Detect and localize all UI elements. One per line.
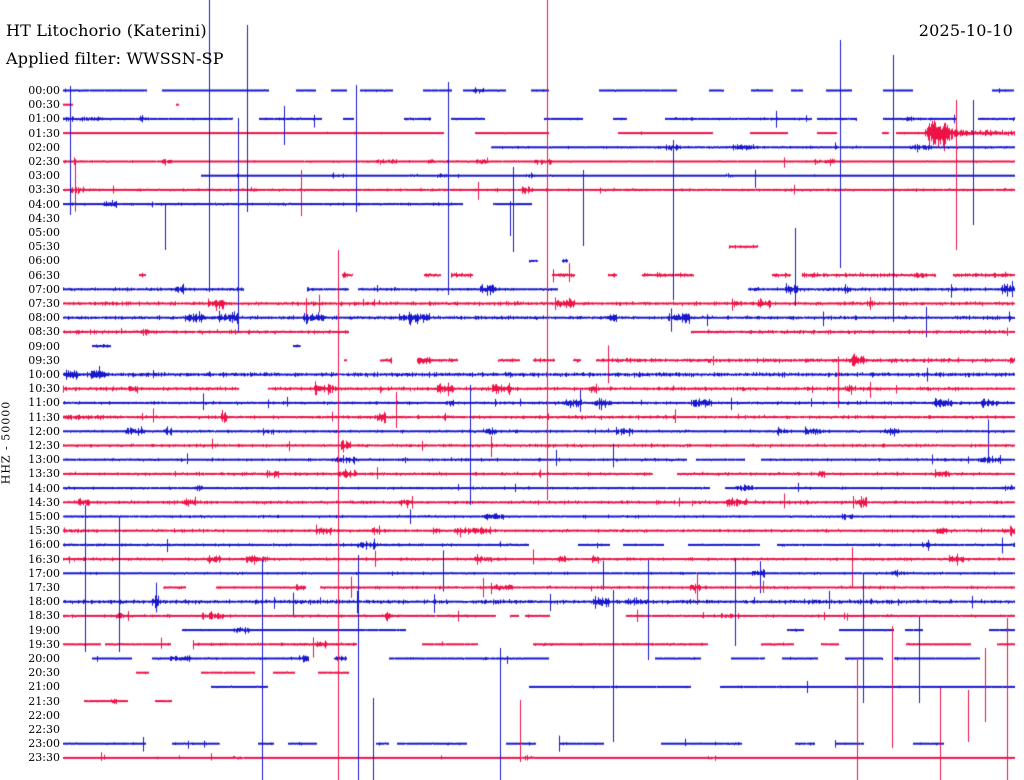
time-label-0000: 00:00 (28, 84, 60, 97)
time-label-2200: 22:00 (28, 708, 60, 722)
time-label-1600: 16:00 (28, 538, 60, 552)
time-label-2130: 21:30 (28, 694, 60, 708)
time-label-0930: 09:30 (28, 353, 60, 367)
time-label-1100: 11:00 (28, 396, 60, 410)
time-label-1000: 10:00 (28, 368, 60, 381)
time-label-1630: 16:30 (28, 552, 60, 566)
applied-filter-label: Applied filter: WWSSN-SP (6, 49, 224, 68)
time-label-2100: 21:00 (28, 680, 60, 694)
time-label-2230: 22:30 (28, 723, 60, 736)
time-label-1230: 12:30 (28, 439, 60, 452)
time-label-0230: 02:30 (28, 155, 60, 168)
time-label-1730: 17:30 (28, 581, 60, 594)
time-label-2030: 20:30 (28, 666, 60, 680)
time-label-0700: 07:00 (28, 282, 60, 296)
time-label-0900: 09:00 (28, 339, 60, 353)
time-label-0600: 06:00 (28, 254, 60, 268)
station-title: HT Litochorio (Katerini) (6, 21, 207, 40)
time-label-0730: 07:30 (28, 297, 60, 310)
time-label-1030: 10:30 (28, 382, 60, 396)
date-label: 2025-10-10 (918, 21, 1013, 40)
time-label-1800: 18:00 (28, 595, 60, 609)
time-label-1830: 18:30 (28, 609, 60, 623)
time-label-2330: 23:30 (28, 751, 60, 765)
time-label-0100: 01:00 (28, 112, 60, 126)
time-label-0430: 04:30 (28, 211, 60, 225)
time-label-0400: 04:00 (28, 197, 60, 211)
time-label-1900: 19:00 (28, 623, 60, 637)
time-label-0030: 00:30 (28, 98, 60, 112)
time-label-1300: 13:00 (28, 453, 60, 467)
time-label-0300: 03:00 (28, 169, 60, 183)
time-label-0530: 05:30 (28, 240, 60, 254)
time-label-0630: 06:30 (28, 268, 60, 282)
time-label-0330: 03:30 (28, 183, 60, 197)
time-label-0800: 08:00 (28, 311, 60, 325)
time-label-0830: 08:30 (28, 325, 60, 339)
time-label-0200: 02:00 (28, 140, 60, 154)
time-label-0500: 05:00 (28, 226, 60, 239)
time-label-1430: 14:30 (28, 495, 60, 509)
time-label-1200: 12:00 (28, 424, 60, 438)
time-label-2000: 20:00 (28, 652, 60, 665)
time-label-1130: 11:30 (28, 410, 60, 424)
time-label-1400: 14:00 (28, 481, 60, 495)
time-label-1700: 17:00 (28, 566, 60, 580)
time-label-1500: 15:00 (28, 510, 60, 523)
time-label-2300: 23:00 (28, 737, 60, 751)
time-label-0130: 01:30 (28, 126, 60, 140)
time-label-1330: 13:30 (28, 467, 60, 481)
time-label-1530: 15:30 (28, 524, 60, 538)
time-label-1930: 19:30 (28, 637, 60, 651)
